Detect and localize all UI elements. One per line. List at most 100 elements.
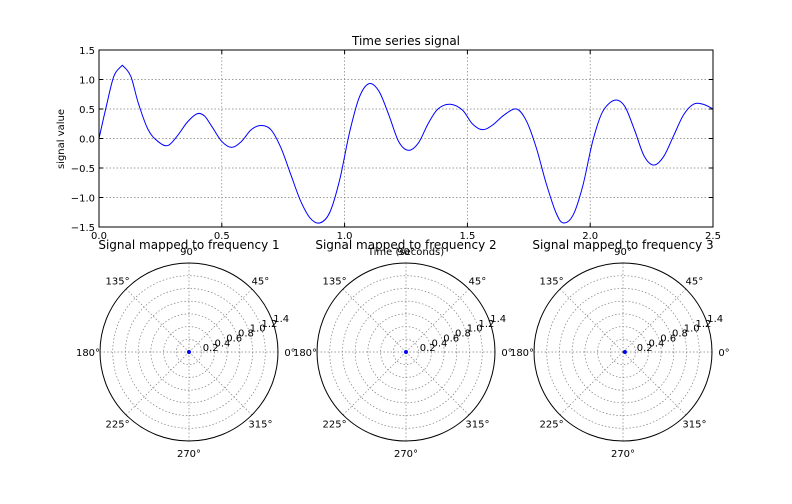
polar-frame bbox=[316, 262, 496, 442]
line-chart-title: Time series signal bbox=[351, 34, 460, 48]
radial-tick-label: 0.6 bbox=[660, 333, 676, 344]
y-tick-label: 1.5 bbox=[79, 46, 95, 57]
radial-tick-label: 1.4 bbox=[707, 314, 723, 325]
angle-tick-label: 315° bbox=[465, 419, 489, 430]
angle-tick-label: 180° bbox=[76, 348, 100, 359]
y-tick-label: −0.5 bbox=[71, 164, 95, 175]
line-chart-xlabel: Time (seconds) bbox=[367, 247, 444, 258]
radial-gridline bbox=[571, 300, 675, 404]
radial-tick-label: 0.8 bbox=[238, 329, 254, 340]
angle-tick-label: 90° bbox=[614, 247, 632, 258]
radial-tick-label: 0.4 bbox=[431, 338, 447, 349]
angle-tick-label: 225° bbox=[323, 419, 347, 430]
radial-tick-label: 1.2 bbox=[261, 319, 277, 330]
line-chart-ylabel: signal value bbox=[56, 109, 67, 169]
y-tick-label: 0.0 bbox=[79, 135, 95, 146]
radial-gridline bbox=[150, 313, 228, 391]
polar-frame bbox=[99, 262, 279, 442]
radial-tick-label: 0.2 bbox=[203, 343, 219, 354]
radial-tick-label: 0.2 bbox=[637, 343, 653, 354]
angular-gridline bbox=[342, 351, 407, 416]
angular-gridline bbox=[405, 288, 470, 353]
angular-gridline bbox=[342, 288, 407, 353]
angle-tick-label: 45° bbox=[252, 277, 270, 288]
polar-point bbox=[404, 350, 408, 354]
angular-gridline bbox=[559, 351, 624, 416]
x-tick-label: 1.0 bbox=[337, 231, 353, 242]
angle-tick-label: 315° bbox=[682, 419, 706, 430]
y-tick-label: 1.0 bbox=[79, 76, 95, 87]
angular-gridline bbox=[125, 288, 190, 353]
x-tick-label: 2.0 bbox=[582, 231, 598, 242]
angle-tick-label: 225° bbox=[540, 419, 564, 430]
angle-tick-label: 45° bbox=[469, 277, 487, 288]
angle-tick-label: 180° bbox=[293, 348, 317, 359]
x-tick-label: 0.0 bbox=[91, 231, 107, 242]
radial-gridline bbox=[609, 338, 637, 366]
angle-tick-label: 90° bbox=[397, 247, 415, 258]
polar-title: Signal mapped to frequency 2 bbox=[315, 238, 496, 252]
y-tick-label: −1.5 bbox=[71, 223, 95, 234]
angle-tick-label: 0° bbox=[718, 348, 729, 359]
radial-gridline bbox=[329, 275, 483, 429]
radial-tick-label: 1.0 bbox=[684, 324, 700, 335]
angle-tick-label: 45° bbox=[686, 277, 704, 288]
radial-gridline bbox=[175, 338, 203, 366]
radial-gridline bbox=[112, 275, 266, 429]
angle-tick-label: 270° bbox=[394, 449, 418, 460]
radial-tick-label: 0.8 bbox=[672, 329, 688, 340]
angle-tick-label: 270° bbox=[611, 449, 635, 460]
angle-tick-label: 135° bbox=[323, 277, 347, 288]
angular-gridline bbox=[188, 288, 253, 353]
radial-gridline bbox=[137, 300, 241, 404]
x-tick-label: 1.5 bbox=[459, 231, 475, 242]
radial-tick-label: 0.4 bbox=[214, 338, 230, 349]
angular-gridline bbox=[559, 288, 624, 353]
radial-gridline bbox=[392, 338, 420, 366]
radial-tick-label: 1.4 bbox=[490, 314, 506, 325]
angle-tick-label: 135° bbox=[540, 277, 564, 288]
angle-tick-label: 315° bbox=[248, 419, 272, 430]
polar-title: Signal mapped to frequency 3 bbox=[532, 238, 713, 252]
y-tick-label: −1.0 bbox=[71, 194, 95, 205]
radial-gridline bbox=[354, 300, 458, 404]
radial-tick-label: 1.2 bbox=[478, 319, 494, 330]
radial-tick-label: 1.0 bbox=[250, 324, 266, 335]
radial-gridline bbox=[584, 313, 662, 391]
radial-tick-label: 0.4 bbox=[648, 338, 664, 349]
polar-point bbox=[622, 350, 627, 354]
radial-tick-label: 0.6 bbox=[226, 333, 242, 344]
polar-chart-frequency-2: Signal mapped to frequency 2 0° 45° 90° 135°… bbox=[293, 238, 513, 460]
signal-line bbox=[98, 64, 714, 224]
radial-tick-label: 0.2 bbox=[420, 343, 436, 354]
radial-gridline bbox=[367, 313, 445, 391]
polar-chart-frequency-3: Signal mapped to frequency 3 0° 45° 90° 135°… bbox=[510, 238, 730, 460]
polar-chart-frequency-1: Signal mapped to frequency 1 0° 45° 90° 135°… bbox=[76, 238, 296, 460]
x-tick-label: 0.5 bbox=[214, 231, 230, 242]
polar-title: Signal mapped to frequency 1 bbox=[98, 238, 279, 252]
angular-gridline bbox=[622, 351, 687, 416]
radial-tick-label: 1.2 bbox=[695, 319, 711, 330]
angular-gridline bbox=[188, 351, 253, 416]
time-series-chart: Time series signal 0.0 0.5 1.0 1.5 2.0 2.5 −1.… bbox=[56, 34, 721, 258]
angle-tick-label: 135° bbox=[106, 277, 130, 288]
radial-tick-label: 0.6 bbox=[443, 333, 459, 344]
y-tick-label: 0.5 bbox=[79, 105, 95, 116]
radial-gridline bbox=[546, 275, 700, 429]
angular-gridline bbox=[405, 351, 470, 416]
angular-gridline bbox=[125, 351, 190, 416]
angle-tick-label: 180° bbox=[510, 348, 534, 359]
radial-tick-label: 1.0 bbox=[467, 324, 483, 335]
angle-tick-label: 90° bbox=[180, 247, 198, 258]
angle-tick-label: 0° bbox=[501, 348, 512, 359]
x-tick-label: 2.5 bbox=[705, 231, 721, 242]
line-chart-ticks: 0.0 0.5 1.0 1.5 2.0 2.5 −1.5 −1.0 −0.5 0.0 0.5 1.0 1… bbox=[71, 46, 721, 242]
line-chart-grid bbox=[99, 50, 713, 227]
angular-gridline bbox=[622, 288, 687, 353]
angle-tick-label: 270° bbox=[177, 449, 201, 460]
radial-tick-label: 1.4 bbox=[273, 314, 289, 325]
radial-tick-label: 0.8 bbox=[455, 329, 471, 340]
angle-tick-label: 225° bbox=[106, 419, 130, 430]
polar-frame bbox=[533, 262, 713, 442]
